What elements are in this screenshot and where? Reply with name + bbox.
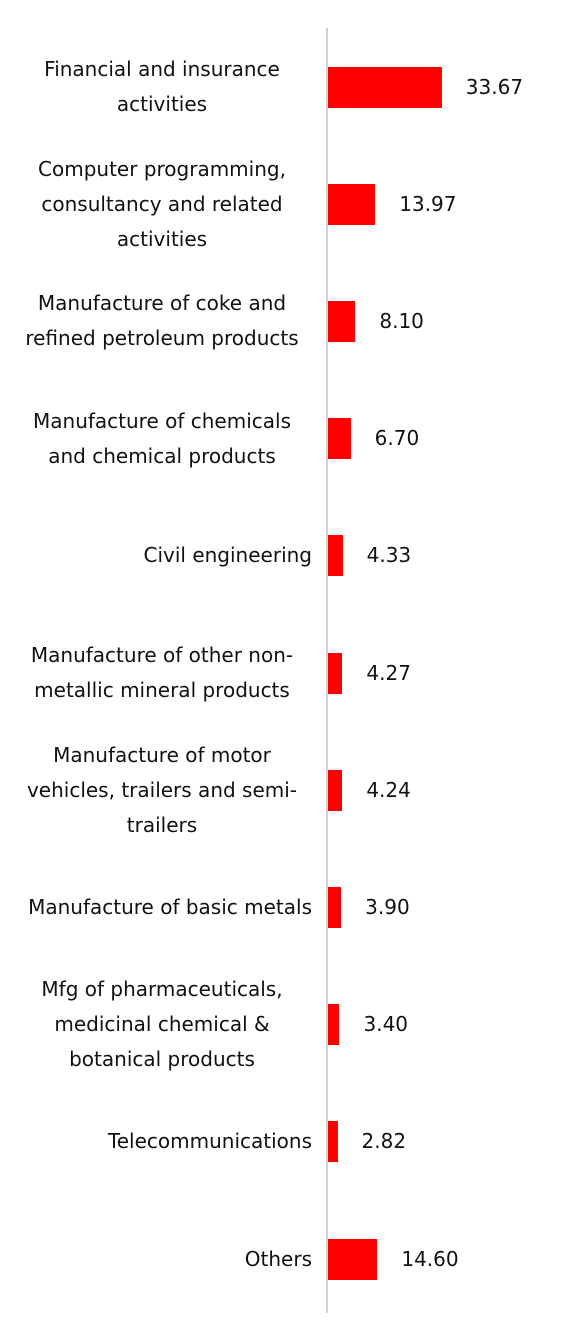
category-label: Computer programming, consultancy and re… bbox=[38, 156, 286, 251]
bar bbox=[328, 1121, 338, 1163]
row: Financial and insurance activities 33.67 bbox=[0, 29, 578, 146]
value-label: 4.33 bbox=[366, 543, 412, 568]
value-label: 13.97 bbox=[399, 191, 457, 216]
category-label: Others bbox=[244, 1246, 312, 1271]
value-label: 3.90 bbox=[365, 894, 410, 919]
category-label-box: Manufacture of chemicals and chemical pr… bbox=[12, 380, 312, 497]
category-label: Manufacture of chemicals and chemical pr… bbox=[33, 408, 291, 468]
category-label: Manufacture of other non-metallic minera… bbox=[30, 643, 294, 702]
value-label: 6.70 bbox=[374, 426, 420, 451]
row: Manufacture of motor vehicles, trailers … bbox=[0, 732, 578, 849]
category-label-box: Telecommunications bbox=[12, 1083, 312, 1200]
axis-line bbox=[326, 28, 328, 1313]
value-label: 2.82 bbox=[361, 1129, 407, 1154]
row: Telecommunications 2.82 bbox=[0, 1083, 578, 1200]
bar bbox=[328, 769, 343, 811]
category-label-box: Financial and insurance activities bbox=[12, 29, 312, 146]
row: Mfg of pharmaceuticals, medicinal chemic… bbox=[0, 966, 578, 1083]
category-label: Manufacture of basic metals bbox=[28, 894, 312, 919]
row: Manufacture of chemicals and chemical pr… bbox=[0, 380, 578, 497]
bar bbox=[328, 1004, 340, 1046]
category-label-box: Manufacture of other non-metallic minera… bbox=[12, 615, 312, 732]
value-label: 8.10 bbox=[379, 308, 424, 333]
row: Manufacture of basic metals 3.90 bbox=[0, 849, 578, 966]
bar bbox=[328, 652, 343, 694]
value-label: 14.60 bbox=[401, 1246, 459, 1271]
value-label: 33.67 bbox=[465, 74, 524, 99]
value-label: 3.40 bbox=[363, 1012, 409, 1037]
category-label: Manufacture of coke and refined petroleu… bbox=[25, 291, 299, 351]
bar bbox=[328, 300, 356, 342]
row: Others 14.60 bbox=[0, 1201, 578, 1318]
value-label: 4.27 bbox=[366, 660, 411, 685]
category-label: Manufacture of motor vehicles, trailers … bbox=[26, 742, 298, 837]
category-label: Financial and insurance activities bbox=[44, 57, 280, 116]
category-label-box: Mfg of pharmaceuticals, medicinal chemic… bbox=[12, 966, 312, 1083]
category-label: Civil engineering bbox=[143, 543, 313, 568]
category-label-box: Manufacture of motor vehicles, trailers … bbox=[12, 732, 312, 849]
bar bbox=[328, 418, 351, 460]
category-label-box: Computer programming, consultancy and re… bbox=[12, 146, 312, 263]
bar bbox=[328, 535, 343, 577]
bar bbox=[328, 183, 376, 225]
category-label: Mfg of pharmaceuticals, medicinal chemic… bbox=[41, 977, 283, 1072]
row: Manufacture of other non-metallic minera… bbox=[0, 615, 578, 732]
bar bbox=[328, 1238, 378, 1280]
row: Computer programming, consultancy and re… bbox=[0, 146, 578, 263]
category-label-box: Others bbox=[12, 1201, 312, 1318]
bar bbox=[328, 886, 342, 928]
row: Manufacture of coke and refined petroleu… bbox=[0, 263, 578, 380]
category-label-box: Manufacture of coke and refined petroleu… bbox=[12, 263, 312, 380]
bar bbox=[328, 66, 442, 108]
category-label-box: Civil engineering bbox=[12, 497, 313, 614]
category-label-box: Manufacture of basic metals bbox=[12, 849, 312, 966]
value-label: 4.24 bbox=[366, 777, 411, 802]
category-label: Telecommunications bbox=[107, 1129, 312, 1154]
row: Civil engineering 4.33 bbox=[0, 497, 578, 614]
